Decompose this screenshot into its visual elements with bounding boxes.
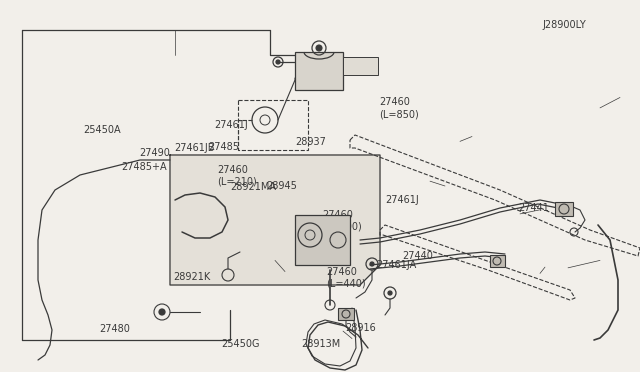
Text: 27460
(L=440): 27460 (L=440) xyxy=(326,267,366,289)
Text: 27480: 27480 xyxy=(99,324,130,334)
Circle shape xyxy=(370,262,374,266)
Circle shape xyxy=(388,291,392,295)
Text: 28921MA: 28921MA xyxy=(230,182,276,192)
Text: 27461JA: 27461JA xyxy=(376,260,417,270)
Text: 28921K: 28921K xyxy=(173,272,210,282)
Text: 25450G: 25450G xyxy=(221,339,259,349)
Bar xyxy=(238,100,308,150)
Text: 28913M: 28913M xyxy=(301,339,340,349)
Text: 25450A: 25450A xyxy=(83,125,121,135)
Text: 27440: 27440 xyxy=(402,251,433,261)
Bar xyxy=(295,215,350,265)
Text: J28900LY: J28900LY xyxy=(543,20,586,31)
Text: 27485: 27485 xyxy=(209,142,239,152)
Bar xyxy=(555,202,573,216)
Circle shape xyxy=(316,45,322,51)
Text: 27460
(L=210): 27460 (L=210) xyxy=(218,165,257,186)
Text: 27461JB: 27461JB xyxy=(174,143,214,153)
Bar xyxy=(295,52,343,90)
Text: 27441: 27441 xyxy=(518,203,549,213)
Text: 27460
(L=850): 27460 (L=850) xyxy=(379,97,419,119)
Circle shape xyxy=(276,60,280,64)
Text: 28945: 28945 xyxy=(266,181,297,191)
Text: 27460
(L=200): 27460 (L=200) xyxy=(323,210,362,231)
Text: 27485+A: 27485+A xyxy=(122,162,167,172)
Text: 28937: 28937 xyxy=(296,137,326,147)
Bar xyxy=(490,255,505,267)
Text: 27490: 27490 xyxy=(140,148,170,158)
Text: 27461J: 27461J xyxy=(385,195,419,205)
Text: 28916: 28916 xyxy=(346,323,376,333)
Polygon shape xyxy=(170,155,380,285)
Bar xyxy=(343,57,378,75)
Bar xyxy=(338,308,354,320)
Text: 27461J: 27461J xyxy=(214,120,248,130)
Circle shape xyxy=(159,309,165,315)
